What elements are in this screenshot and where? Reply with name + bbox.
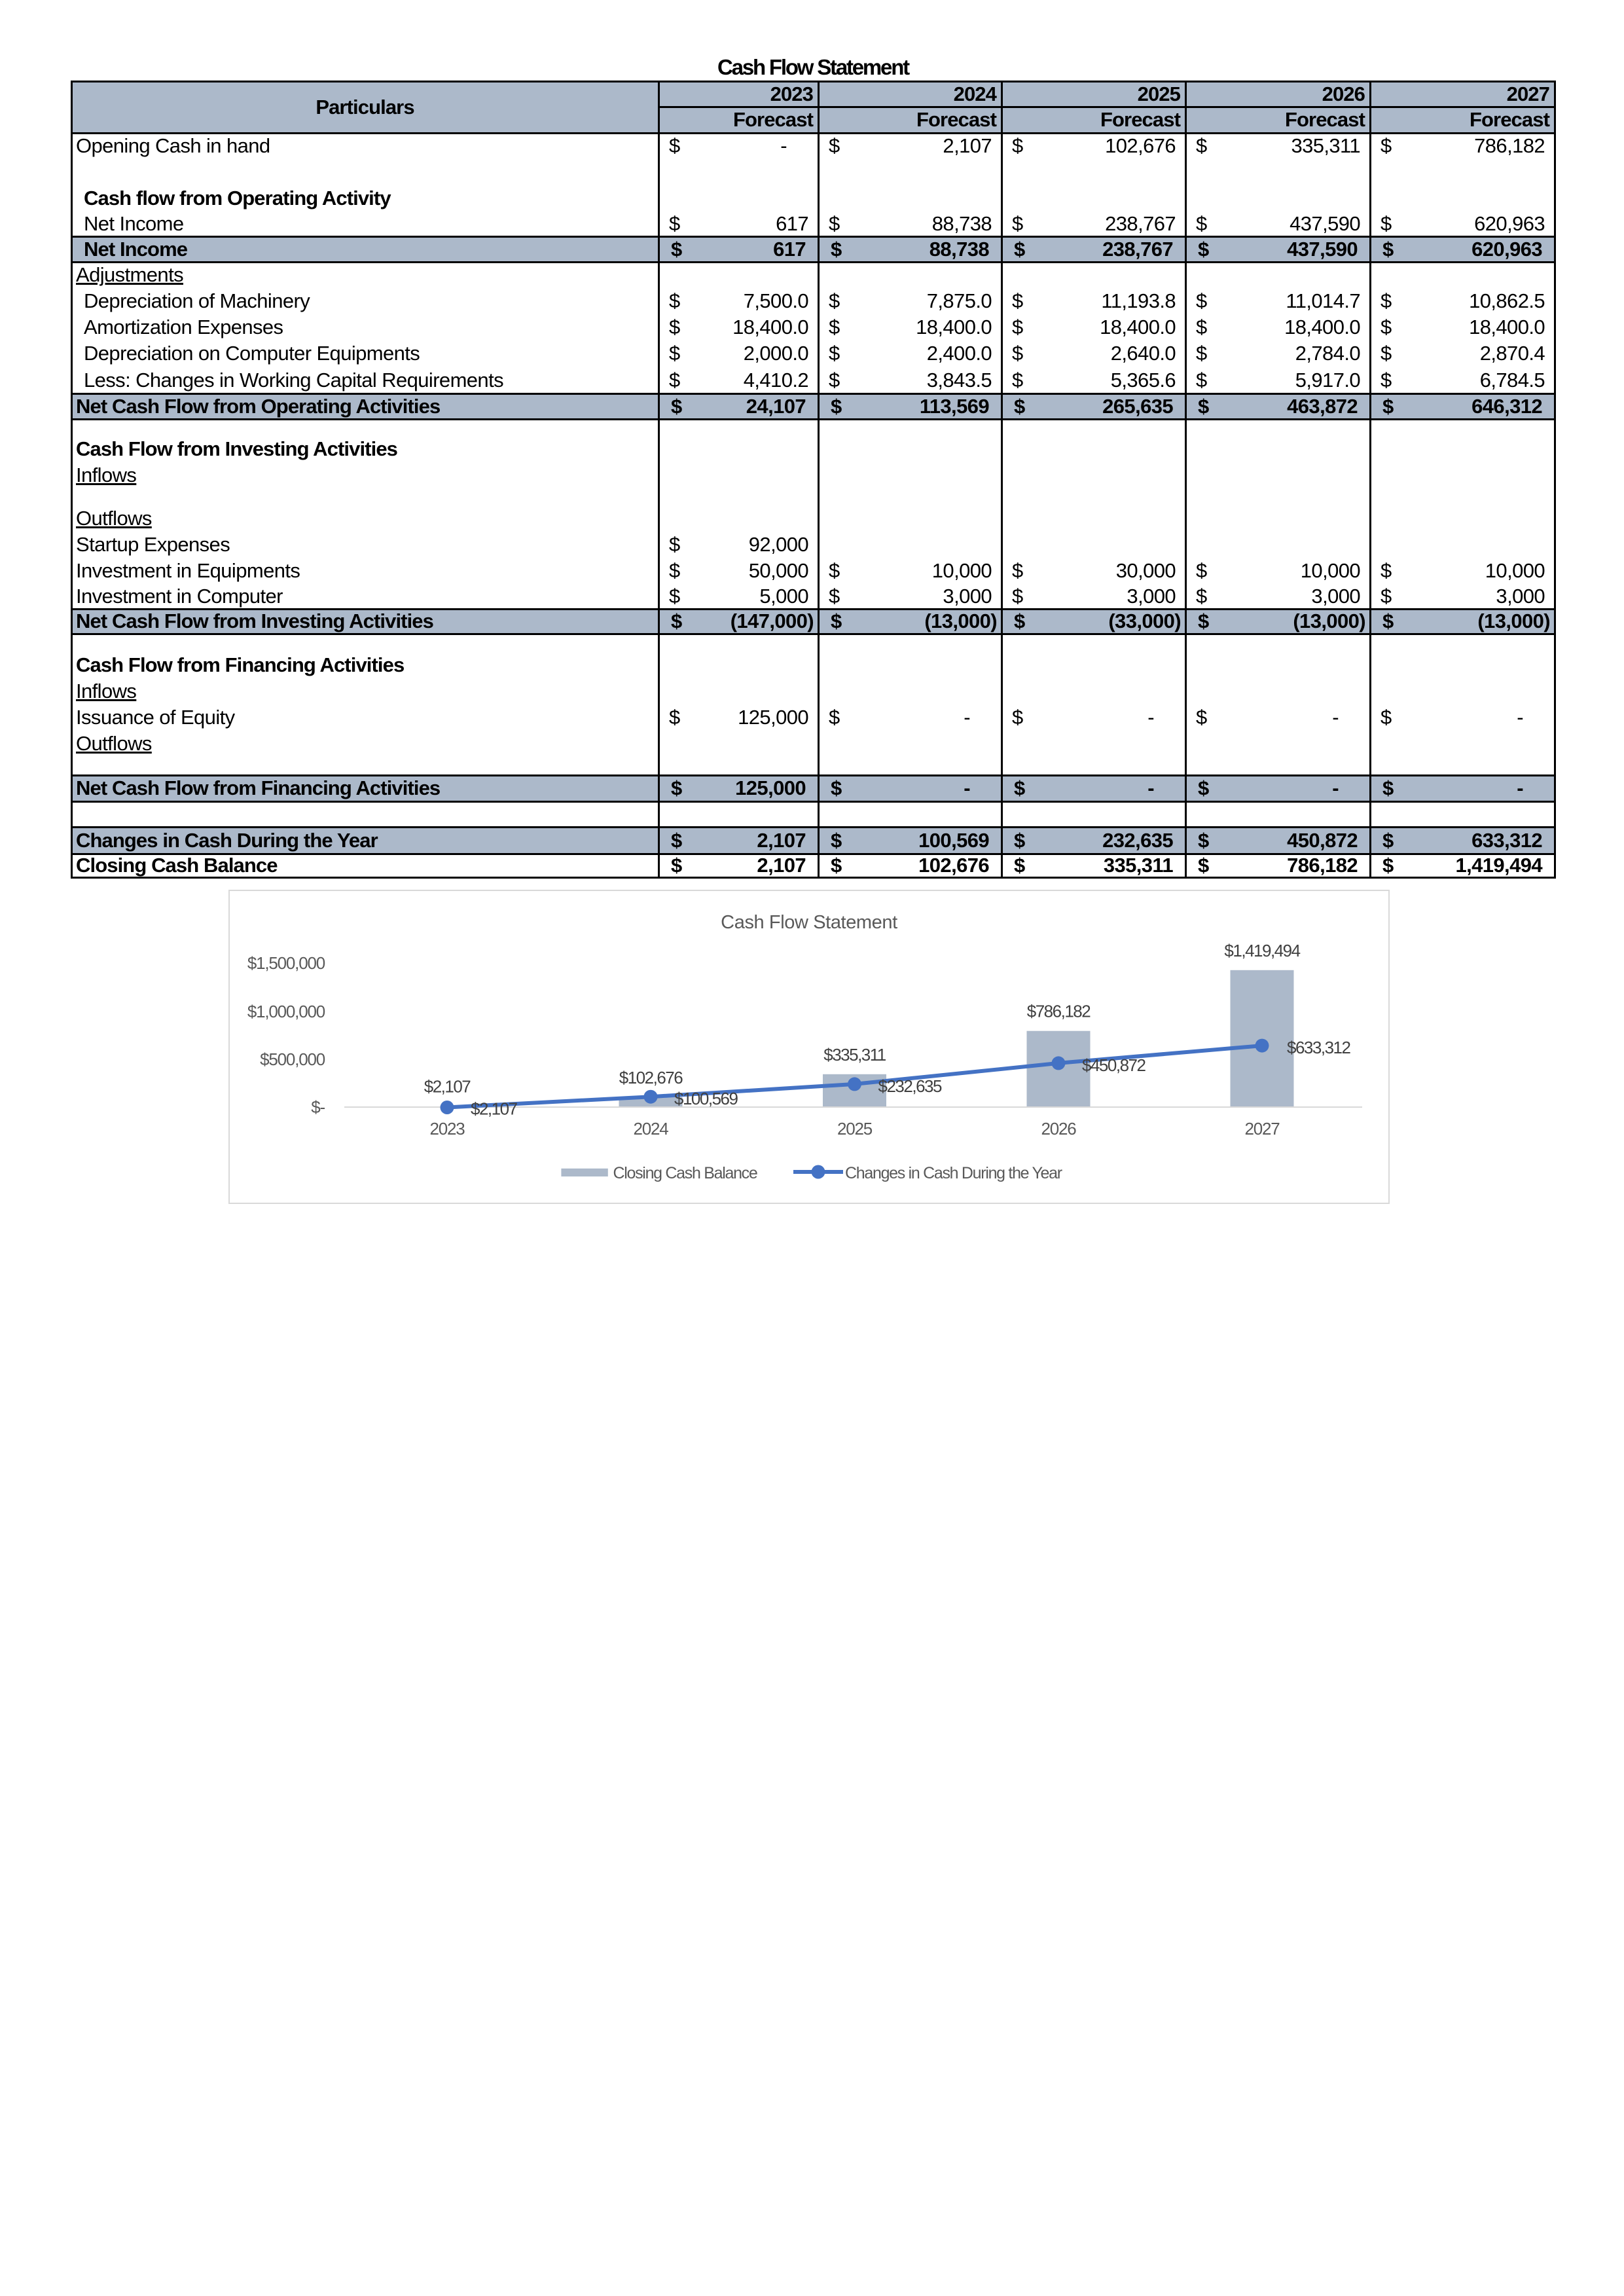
svg-text:2026: 2026 (1041, 1119, 1076, 1139)
svg-text:$500,000: $500,000 (260, 1049, 325, 1069)
svg-text:Closing Cash Balance: Closing Cash Balance (613, 1164, 757, 1182)
svg-text:$102,676: $102,676 (619, 1068, 683, 1087)
svg-text:$450,872: $450,872 (1082, 1055, 1146, 1075)
svg-text:2025: 2025 (837, 1119, 873, 1139)
svg-text:2027: 2027 (1244, 1119, 1280, 1139)
svg-text:$100,569: $100,569 (674, 1089, 738, 1108)
svg-text:$786,182: $786,182 (1027, 1002, 1091, 1021)
svg-text:2024: 2024 (633, 1119, 668, 1139)
svg-text:$2,107: $2,107 (424, 1077, 471, 1097)
svg-text:$633,312: $633,312 (1287, 1038, 1350, 1057)
svg-text:$335,311: $335,311 (823, 1045, 886, 1065)
svg-text:$232,635: $232,635 (878, 1076, 942, 1096)
svg-text:$2,107: $2,107 (471, 1099, 518, 1119)
svg-text:2023: 2023 (429, 1119, 465, 1139)
svg-text:$1,500,000: $1,500,000 (247, 953, 325, 973)
svg-text:Changes in Cash During the Yea: Changes in Cash During the Year (845, 1164, 1062, 1182)
svg-text:$1,000,000: $1,000,000 (247, 1002, 325, 1021)
svg-text:Cash Flow Statement: Cash Flow Statement (721, 912, 897, 933)
svg-text:$-: $- (311, 1097, 325, 1117)
svg-text:$1,419,494: $1,419,494 (1224, 941, 1300, 960)
